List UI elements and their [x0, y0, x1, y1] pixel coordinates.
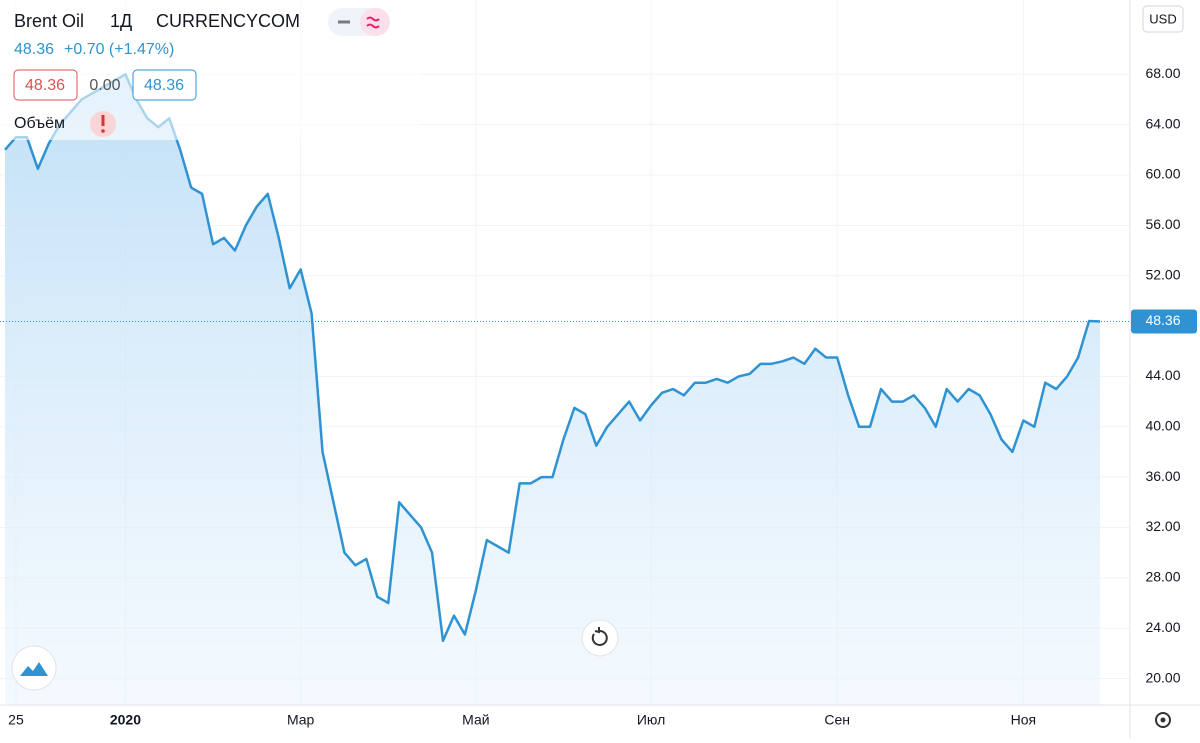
y-tick-label: 20.00: [1145, 669, 1180, 685]
toggle-active[interactable]: [360, 8, 390, 36]
y-tick-label: 32.00: [1145, 518, 1180, 534]
x-tick-label: 2020: [110, 712, 141, 728]
box: [13, 69, 78, 101]
box-mid: 0.00: [89, 77, 120, 94]
change: +0.70 (+1.47%): [64, 41, 174, 58]
x-tick-label: 25: [8, 712, 24, 728]
last-price-box: [1131, 309, 1197, 334]
price: 48.36: [14, 41, 54, 58]
line: [4, 73, 1101, 643]
x-tick-label: Сен: [824, 712, 850, 728]
interval: 1Д: [110, 11, 132, 31]
y-tick-label: 24.00: [1145, 619, 1180, 635]
plot: [0, 73, 1130, 705]
y-tick-label: 68.00: [1145, 65, 1180, 81]
logo-icon: [20, 662, 48, 676]
currency-button[interactable]: [1142, 5, 1184, 33]
y-tick-label: 28.00: [1145, 569, 1180, 585]
warning-mark: [101, 115, 105, 126]
box: [132, 69, 197, 101]
x-tick-label: Ноя: [1011, 712, 1036, 728]
settings-dot: [1160, 717, 1166, 723]
warning-dot: [101, 129, 105, 133]
y-tick-label: 44.00: [1145, 367, 1180, 383]
x-tick-label: Мар: [287, 712, 315, 728]
x-tick-label: Июл: [637, 712, 665, 728]
box-last: 48.36: [144, 77, 184, 94]
y-tick-label: 60.00: [1145, 166, 1180, 182]
y-tick-label: 40.00: [1145, 417, 1180, 433]
y-tick-label: 56.00: [1145, 216, 1180, 232]
reset-icon: [591, 627, 608, 646]
box-close: 48.36: [25, 77, 65, 94]
symbol: Brent Oil: [14, 11, 84, 31]
area: [5, 74, 1100, 705]
volume-label: Объём: [14, 115, 65, 132]
reset-button[interactable]: [581, 619, 619, 657]
y-tick-label: 52.00: [1145, 266, 1180, 282]
approx-icon: [366, 16, 380, 29]
logo-button[interactable]: [11, 645, 57, 691]
y-tick-label: 36.00: [1145, 468, 1180, 484]
settings-icon[interactable]: [1155, 712, 1171, 728]
y-tick-label: 64.00: [1145, 115, 1180, 131]
last-price-label: 48.36: [1145, 312, 1180, 328]
x-tick-label: Май: [462, 712, 489, 728]
currency: USD: [1149, 11, 1176, 26]
source: CURRENCYCOM: [156, 11, 300, 31]
